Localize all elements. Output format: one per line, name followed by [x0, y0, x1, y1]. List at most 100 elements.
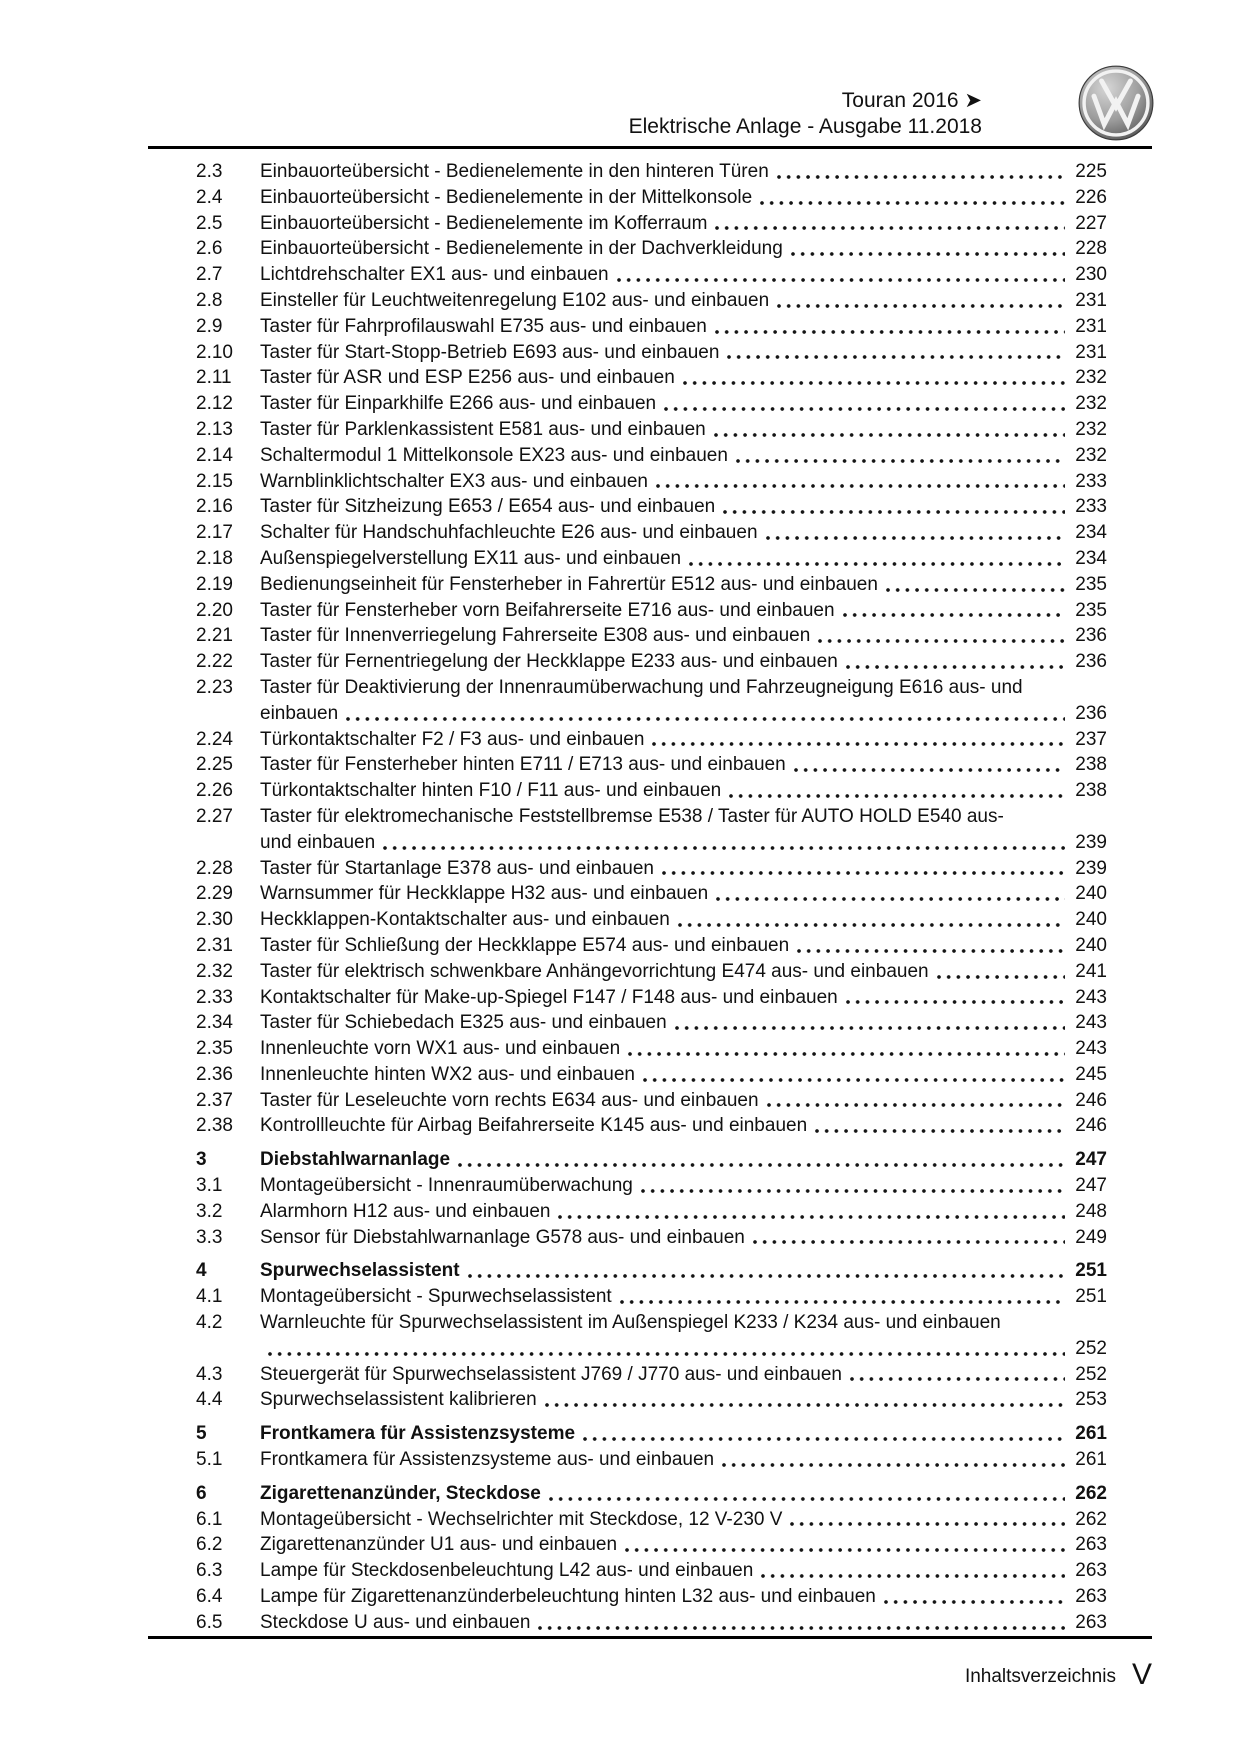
toc-entry-page: 236: [1075, 702, 1107, 724]
toc-entry-body: Taster für Innenverriegelung Fahrerseite…: [260, 623, 1107, 650]
dot-leader: [765, 520, 1065, 546]
dot-leader: [643, 1061, 1065, 1088]
dot-leader: [716, 881, 1065, 908]
toc-entry: 2.18 Außenspiegelverstellung EX11 aus- un…: [148, 545, 1152, 572]
dot-leader: [715, 210, 1065, 237]
toc-entry-body: Einsteller für Leuchtweitenregelung E102…: [260, 287, 1107, 314]
toc-entry-number: 3.1: [196, 1175, 223, 1197]
toc-entry: 4.4 Spurwechselassistent kalibrieren 253: [148, 1387, 1152, 1414]
toc-entry-body: Schaltermodul 1 Mittelkonsole EX23 aus- …: [260, 442, 1107, 469]
toc-entry-number: 2.21: [196, 625, 233, 647]
toc-entry-number: 6.5: [196, 1611, 223, 1633]
dot-leader: [727, 339, 1065, 366]
toc-entry-number: 2.33: [196, 986, 233, 1008]
toc-entry-page: 246: [1075, 1115, 1107, 1137]
header-model-line: Touran 2016 ➤: [841, 89, 982, 112]
toc-entry-line: Taster für elektrisch schwenkbare Anhäng…: [260, 958, 1107, 985]
toc-entry-body: Türkontaktschalter hinten F10 / F11 aus-…: [260, 778, 1107, 804]
toc-entry-number: 2.19: [196, 573, 233, 595]
toc-entry-number: 3: [196, 1149, 207, 1171]
dot-leader: [849, 1361, 1065, 1388]
toc-entry-body: Lampe für Zigarettenanzünderbeleuchtung …: [260, 1584, 1107, 1610]
toc-entry-page: 240: [1075, 934, 1107, 956]
dot-leader: [268, 1335, 1065, 1362]
toc-entry-title: Einbauorteübersicht - Bedienelemente in …: [260, 238, 783, 260]
toc-entry-title: Einbauorteübersicht - Bedienelemente im …: [260, 212, 708, 234]
toc-entry: 6.1 Montageübersicht - Wechselrichter mit…: [148, 1506, 1152, 1533]
toc-entry-number: 2.20: [196, 599, 233, 621]
toc-entry: 2.7 Lichtdrehschalter EX1 aus- und einbau…: [148, 262, 1152, 288]
toc-entry-body: Montageübersicht - Wechselrichter mit St…: [260, 1506, 1107, 1533]
toc-entry-line: Einbauorteübersicht - Bedienelemente im …: [260, 210, 1107, 237]
toc-entry-number: 4.1: [196, 1286, 223, 1308]
toc-entry-body: Lichtdrehschalter EX1 aus- und einbauen 2…: [260, 262, 1107, 288]
toc-entry-body: Einbauorteübersicht - Bedienelemente in …: [260, 159, 1107, 185]
dot-leader: [558, 1198, 1065, 1225]
page-number: V: [1131, 1658, 1152, 1691]
toc-entry-title: Taster für Parklenkassistent E581 aus- u…: [260, 418, 706, 440]
toc-entry-line: Warnsummer für Heckklappe H32 aus- und e…: [260, 881, 1107, 908]
toc-entry-page: 243: [1075, 986, 1107, 1008]
toc-entry-page: 231: [1075, 315, 1107, 337]
toc-entry-title: Lichtdrehschalter EX1 aus- und einbauen: [260, 264, 609, 286]
dot-leader: [677, 907, 1065, 933]
dot-leader: [735, 442, 1065, 469]
toc-entry-number: 2.32: [196, 960, 233, 982]
toc-entry-line: Taster für Leseleuchte vorn rechts E634 …: [260, 1087, 1107, 1114]
toc-entry-body: Frontkamera für Assistenzsysteme aus- un…: [260, 1447, 1107, 1473]
toc-entry-line: Taster für Start-Stopp-Betrieb E693 aus-…: [260, 339, 1107, 366]
toc-entry: 2.6 Einbauorteübersicht - Bedienelemente …: [148, 236, 1152, 263]
toc-entry-number: 2.29: [196, 883, 233, 905]
toc-entry-body: Einbauorteübersicht - Bedienelemente in …: [260, 184, 1107, 211]
header-rule: [148, 146, 1152, 149]
dot-leader: [664, 391, 1065, 417]
toc-entry: 2.11 Taster für ASR und ESP E256 aus- und…: [148, 365, 1152, 392]
toc-entry-title: Steckdose U aus- und einbauen: [260, 1611, 531, 1633]
toc-entry: 2.15 Warnblinklichtschalter EX3 aus- und …: [148, 468, 1152, 495]
toc-entry-title: Einsteller für Leuchtweitenregelung E102…: [260, 289, 770, 311]
toc-entry: 2.36 Innenleuchte hinten WX2 aus- und ein…: [148, 1061, 1152, 1088]
toc-entry: 2.30 Heckklappen-Kontaktschalter aus- und…: [148, 907, 1152, 933]
toc-entry: 2.32 Taster für elektrisch schwenkbare An…: [148, 958, 1152, 985]
toc-entry-line: Taster für Fensterheber vorn Beifahrerse…: [260, 597, 1107, 624]
toc-entry-line: Taster für Schiebedach E325 aus- und ein…: [260, 1010, 1107, 1037]
toc-entry-line: Lampe für Steckdosenbeleuchtung L42 aus-…: [260, 1558, 1107, 1585]
toc-entry: 2.5 Einbauorteübersicht - Bedienelemente …: [148, 210, 1152, 237]
dot-leader: [793, 752, 1065, 779]
toc-entry-number: 2.7: [196, 264, 223, 286]
toc-entry-page: 252: [1075, 1337, 1107, 1359]
dot-leader: [689, 545, 1065, 572]
toc-entry: 2.38 Kontrollleuchte für Airbag Beifahrer…: [148, 1113, 1152, 1140]
toc-entry-body: Alarmhorn H12 aus- und einbauen 248: [260, 1198, 1107, 1225]
footer-label: Inhaltsverzeichnis: [964, 1666, 1116, 1687]
toc-entry-page: 251: [1075, 1260, 1107, 1282]
toc-entry-title-continuation: und einbauen: [260, 831, 376, 853]
toc-entry-page: 226: [1075, 186, 1107, 208]
toc-entry-body: Steuergerät für Spurwechselassistent J76…: [260, 1361, 1107, 1388]
toc-entry-number: 6.4: [196, 1586, 223, 1608]
toc-entry: 2.3 Einbauorteübersicht - Bedienelemente …: [148, 159, 1152, 185]
toc-entry-number: 2.10: [196, 341, 233, 363]
toc-entry-page: 238: [1075, 780, 1107, 802]
toc-entry-line: Warnblinklichtschalter EX3 aus- und einb…: [260, 468, 1107, 495]
toc-entry: 3.3 Sensor für Diebstahlwarnanlage G578 a…: [148, 1224, 1152, 1251]
toc-entry-title: Warnsummer für Heckklappe H32 aus- und e…: [260, 883, 709, 905]
toc-entry-page: 237: [1075, 728, 1107, 750]
toc-entry-title: Einbauorteübersicht - Bedienelemente in …: [260, 161, 769, 182]
toc-entry-line: Steckdose U aus- und einbauen 263: [260, 1609, 1107, 1636]
toc-entry: 6.2 Zigarettenanzünder U1 aus- und einbau…: [148, 1532, 1152, 1559]
toc-entry-body: Taster für Leseleuchte vorn rechts E634 …: [260, 1087, 1107, 1114]
toc-entry-page: 239: [1075, 831, 1107, 853]
toc-entry: 5 Frontkamera für Assistenzsysteme 261: [148, 1421, 1152, 1448]
toc-entry-title: Spurwechselassistent: [260, 1260, 460, 1282]
toc-entry-page: 263: [1075, 1586, 1107, 1608]
toc-entry-number: 2.25: [196, 754, 233, 776]
toc-entry-page: 243: [1075, 1012, 1107, 1034]
toc-entry-title: Taster für Schiebedach E325 aus- und ein…: [260, 1012, 667, 1034]
toc-entry-page: 231: [1075, 289, 1107, 311]
toc-entry-page: 233: [1075, 496, 1107, 518]
toc-entry-line: Einsteller für Leuchtweitenregelung E102…: [260, 287, 1107, 314]
toc-entry-title: Zigarettenanzünder U1 aus- und einbauen: [260, 1534, 618, 1556]
dot-leader: [776, 159, 1065, 185]
